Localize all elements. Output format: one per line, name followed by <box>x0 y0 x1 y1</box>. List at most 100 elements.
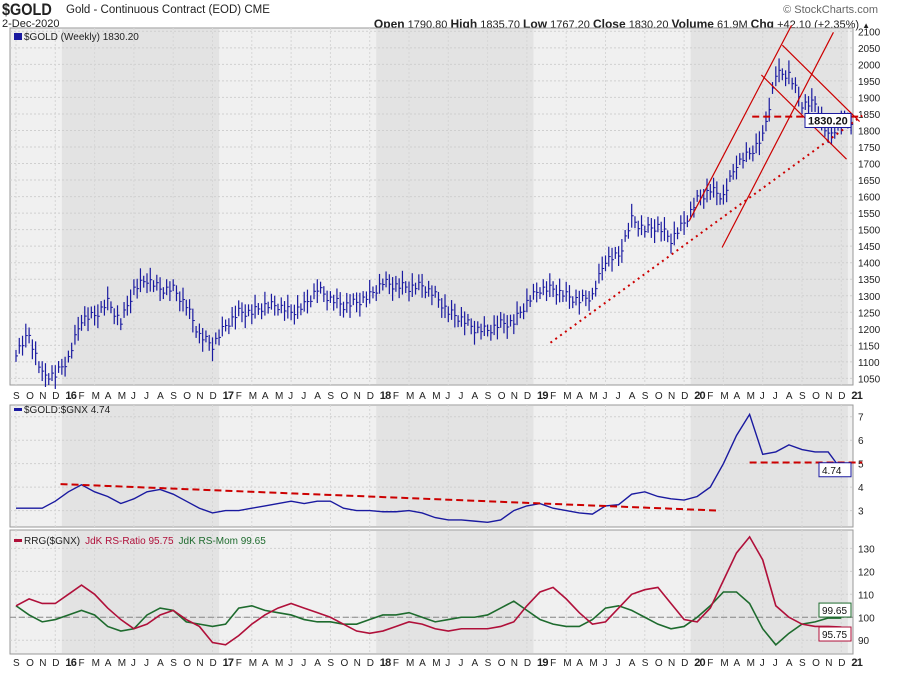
x-tick-label: A <box>314 391 321 402</box>
x-tick-label: O <box>498 658 506 669</box>
x-tick-label: A <box>576 391 583 402</box>
x-tick-label: M <box>92 658 100 669</box>
x-tick-label: D <box>524 391 531 402</box>
x-tick-label: O <box>341 658 349 669</box>
y-tick-label: 6 <box>858 436 864 447</box>
y-tick-label: 1450 <box>858 242 881 253</box>
x-tick-label: N <box>39 391 46 402</box>
x-tick-label: A <box>105 658 112 669</box>
y-tick-label: 1600 <box>858 193 881 204</box>
x-tick-label: N <box>196 391 203 402</box>
x-tick-label: D <box>367 391 374 402</box>
year-shading <box>61 531 220 653</box>
x-tick-label: M <box>406 391 414 402</box>
x-tick-label: D <box>681 658 688 669</box>
x-tick-label: J <box>458 658 463 669</box>
year-shading <box>376 531 534 653</box>
y-tick-label: 1350 <box>858 275 881 286</box>
rs-ratio-last-tag: 95.75 <box>822 630 847 641</box>
x-tick-label: M <box>275 391 283 402</box>
x-tick-label: A <box>472 391 479 402</box>
year-shading <box>376 29 534 384</box>
y-tick-label: 1500 <box>858 226 881 237</box>
y-tick-label: 1100 <box>858 358 880 369</box>
y-tick-label: 2000 <box>858 60 881 71</box>
x-tick-label: J <box>301 391 306 402</box>
x-tick-label: N <box>354 391 361 402</box>
x-tick-label: A <box>105 391 112 402</box>
solid-trendline <box>721 32 834 248</box>
x-tick-label: F <box>393 391 399 402</box>
x-tick-label: S <box>13 391 20 402</box>
rs-mom-last-tag-box <box>818 602 852 618</box>
y-tick-label: 1900 <box>858 93 881 104</box>
x-tick-label: A <box>786 658 793 669</box>
x-tick-label: 19 <box>537 390 548 402</box>
y-tick-label: 5 <box>858 460 864 471</box>
x-tick-label: O <box>812 391 820 402</box>
x-tick-label: N <box>668 658 675 669</box>
y-tick-label: 1650 <box>858 176 881 187</box>
x-tick-label: M <box>563 391 571 402</box>
x-tick-label: S <box>13 658 20 669</box>
x-tick-label: J <box>445 391 450 402</box>
x-tick-label: J <box>144 658 149 669</box>
x-tick-label: F <box>707 658 713 669</box>
price-last-tag-box <box>804 112 852 128</box>
x-tick-label: A <box>157 658 164 669</box>
x-tick-label: S <box>642 658 649 669</box>
x-tick-label: A <box>262 391 269 402</box>
x-tick-label: S <box>170 391 177 402</box>
x-tick-label: J <box>288 658 293 669</box>
x-tick-label: M <box>432 658 440 669</box>
x-tick-label: M <box>589 658 597 669</box>
rs-ratio-line <box>15 535 842 646</box>
x-tick-label: M <box>589 391 597 402</box>
y-tick-label: 1150 <box>858 341 880 352</box>
x-tick-label: M <box>720 658 728 669</box>
y-tick-label: 1250 <box>858 308 881 319</box>
chart-date: 2-Dec-2020 <box>2 18 60 30</box>
y-tick-label: 120 <box>858 567 875 578</box>
x-tick-label: F <box>236 391 242 402</box>
x-tick-label: O <box>183 391 191 402</box>
x-tick-label: F <box>236 658 242 669</box>
y-tick-label: 2100 <box>858 27 881 38</box>
x-tick-label: M <box>118 391 126 402</box>
x-tick-label: 18 <box>380 657 391 669</box>
y-tick-label: 110 <box>858 590 874 601</box>
symbol: $GOLD <box>2 0 52 19</box>
y-tick-label: 4 <box>858 483 864 494</box>
y-tick-label: 1850 <box>858 110 881 121</box>
x-tick-label: 17 <box>223 657 234 669</box>
x-tick-label: A <box>472 658 479 669</box>
x-tick-label: N <box>668 391 675 402</box>
legend-swatch-price <box>14 33 22 40</box>
x-tick-label: A <box>786 391 793 402</box>
x-tick-label: J <box>603 658 608 669</box>
x-tick-label: N <box>196 658 203 669</box>
x-tick-label: J <box>760 658 765 669</box>
x-tick-label: F <box>79 658 85 669</box>
x-tick-label: D <box>838 658 845 669</box>
x-tick-label: A <box>314 658 321 669</box>
x-tick-label: J <box>288 391 293 402</box>
x-tick-label: 21 <box>851 657 862 669</box>
x-tick-label: J <box>458 391 463 402</box>
x-tick-label: J <box>773 658 778 669</box>
x-tick-label: A <box>576 658 583 669</box>
x-tick-label: 21 <box>851 390 862 402</box>
year-shading <box>61 406 220 526</box>
rs-ratio-last-tag-box <box>818 626 852 642</box>
credit: © StockCharts.com <box>783 4 878 16</box>
x-tick-label: M <box>432 391 440 402</box>
x-tick-label: A <box>734 391 741 402</box>
instrument-title: Gold - Continuous Contract (EOD) <box>66 4 242 16</box>
x-tick-label: 20 <box>694 390 705 402</box>
x-tick-label: 16 <box>65 657 76 669</box>
price-last-tag: 1830.20 <box>808 115 848 127</box>
x-tick-label: 19 <box>537 657 548 669</box>
dotted-trendline <box>549 114 863 344</box>
x-tick-label: M <box>118 658 126 669</box>
